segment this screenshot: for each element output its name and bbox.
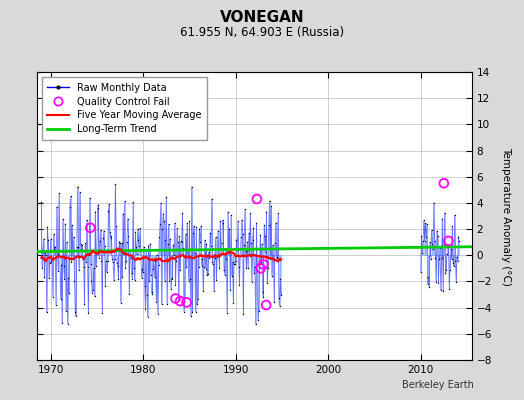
Point	[253, 196, 261, 202]
Point	[86, 224, 94, 231]
Legend: Raw Monthly Data, Quality Control Fail, Five Year Moving Average, Long-Term Tren: Raw Monthly Data, Quality Control Fail, …	[41, 77, 207, 140]
Point	[176, 298, 184, 304]
Point	[256, 265, 265, 272]
Point	[440, 180, 448, 186]
Point	[182, 299, 191, 306]
Text: 61.955 N, 64.903 E (Russia): 61.955 N, 64.903 E (Russia)	[180, 26, 344, 39]
Text: VONEGAN: VONEGAN	[220, 10, 304, 25]
Point	[444, 238, 453, 244]
Y-axis label: Temperature Anomaly (°C): Temperature Anomaly (°C)	[501, 146, 511, 286]
Text: Berkeley Earth: Berkeley Earth	[402, 380, 474, 390]
Point	[171, 295, 180, 302]
Point	[259, 261, 268, 268]
Point	[262, 302, 270, 308]
